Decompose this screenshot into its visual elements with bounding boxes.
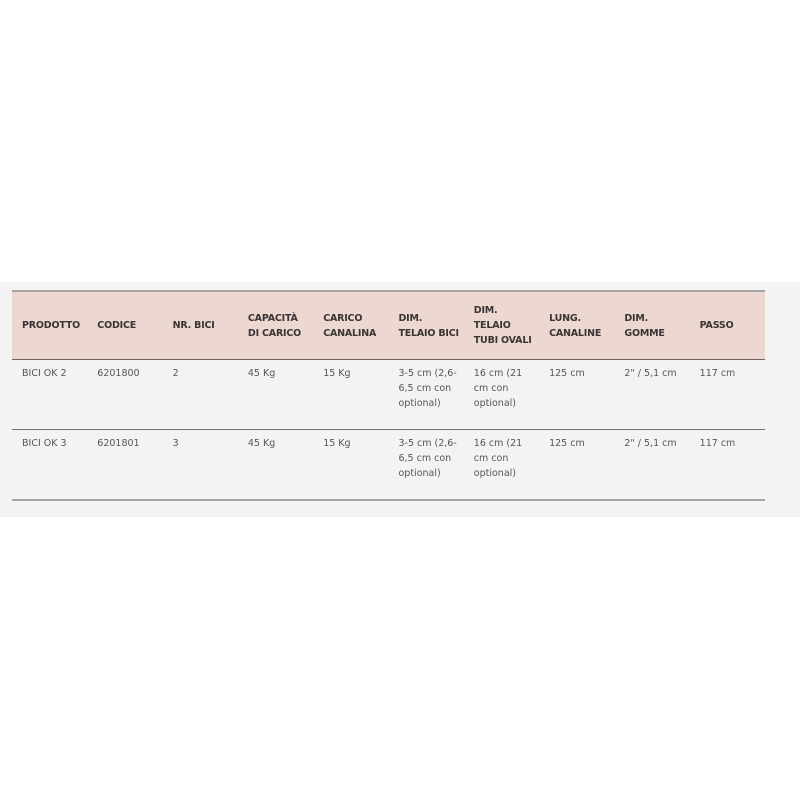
cell: 2" / 5,1 cm [624, 438, 677, 449]
cell: 117 cm [699, 368, 736, 379]
cell: 3 [172, 438, 179, 449]
header-dim-gomme: DIM. GOMME [624, 312, 665, 339]
cell: BICI OK 3 [22, 438, 67, 449]
table-row: BICI OK 3 6201801 3 45 Kg 15 Kg 3-5 cm (… [12, 430, 765, 500]
cell: 6201800 [97, 368, 140, 379]
cell: BICI OK 2 [22, 368, 67, 379]
cell: 2" / 5,1 cm [624, 368, 677, 379]
product-spec-table: PRODOTTO CODICE NR. BICI CAPACITÀ DI CAR… [12, 290, 765, 501]
cell: 16 cm (21 cm con optional) [473, 438, 523, 479]
cell: 125 cm [549, 368, 585, 379]
cell: 45 Kg [247, 438, 276, 449]
cell: 3-5 cm (2,6-6,5 cm con optional) [398, 438, 457, 479]
cell: 2 [172, 368, 179, 379]
cell: 15 Kg [323, 438, 351, 449]
header-codice: CODICE [97, 320, 137, 331]
cell: 6201801 [97, 438, 140, 449]
table-header-row: PRODOTTO CODICE NR. BICI CAPACITÀ DI CAR… [12, 291, 765, 360]
header-dim-telaio-ovali: DIM. TELAIO TUBI OVALI [473, 305, 532, 346]
cell: 117 cm [699, 438, 736, 449]
header-nr-bici: NR. BICI [172, 320, 215, 331]
header-carico-canalina: CARICO CANALINA [323, 312, 377, 339]
header-prodotto: PRODOTTO [22, 320, 80, 331]
header-passo: PASSO [699, 320, 734, 331]
cell: 15 Kg [323, 368, 351, 379]
cell: 125 cm [549, 438, 585, 449]
header-dim-telaio: DIM. TELAIO BICI [398, 312, 459, 339]
cell: 45 Kg [247, 368, 276, 379]
cell: 3-5 cm (2,6-6,5 cm con optional) [398, 368, 457, 409]
content-band [0, 282, 800, 517]
table-row: BICI OK 2 6201800 2 45 Kg 15 Kg 3-5 cm (… [12, 360, 765, 430]
header-capacita: CAPACITÀ DI CARICO [247, 312, 302, 339]
cell: 16 cm (21 cm con optional) [473, 368, 523, 409]
header-lung-canaline: LUNG. CANALINE [549, 312, 602, 339]
